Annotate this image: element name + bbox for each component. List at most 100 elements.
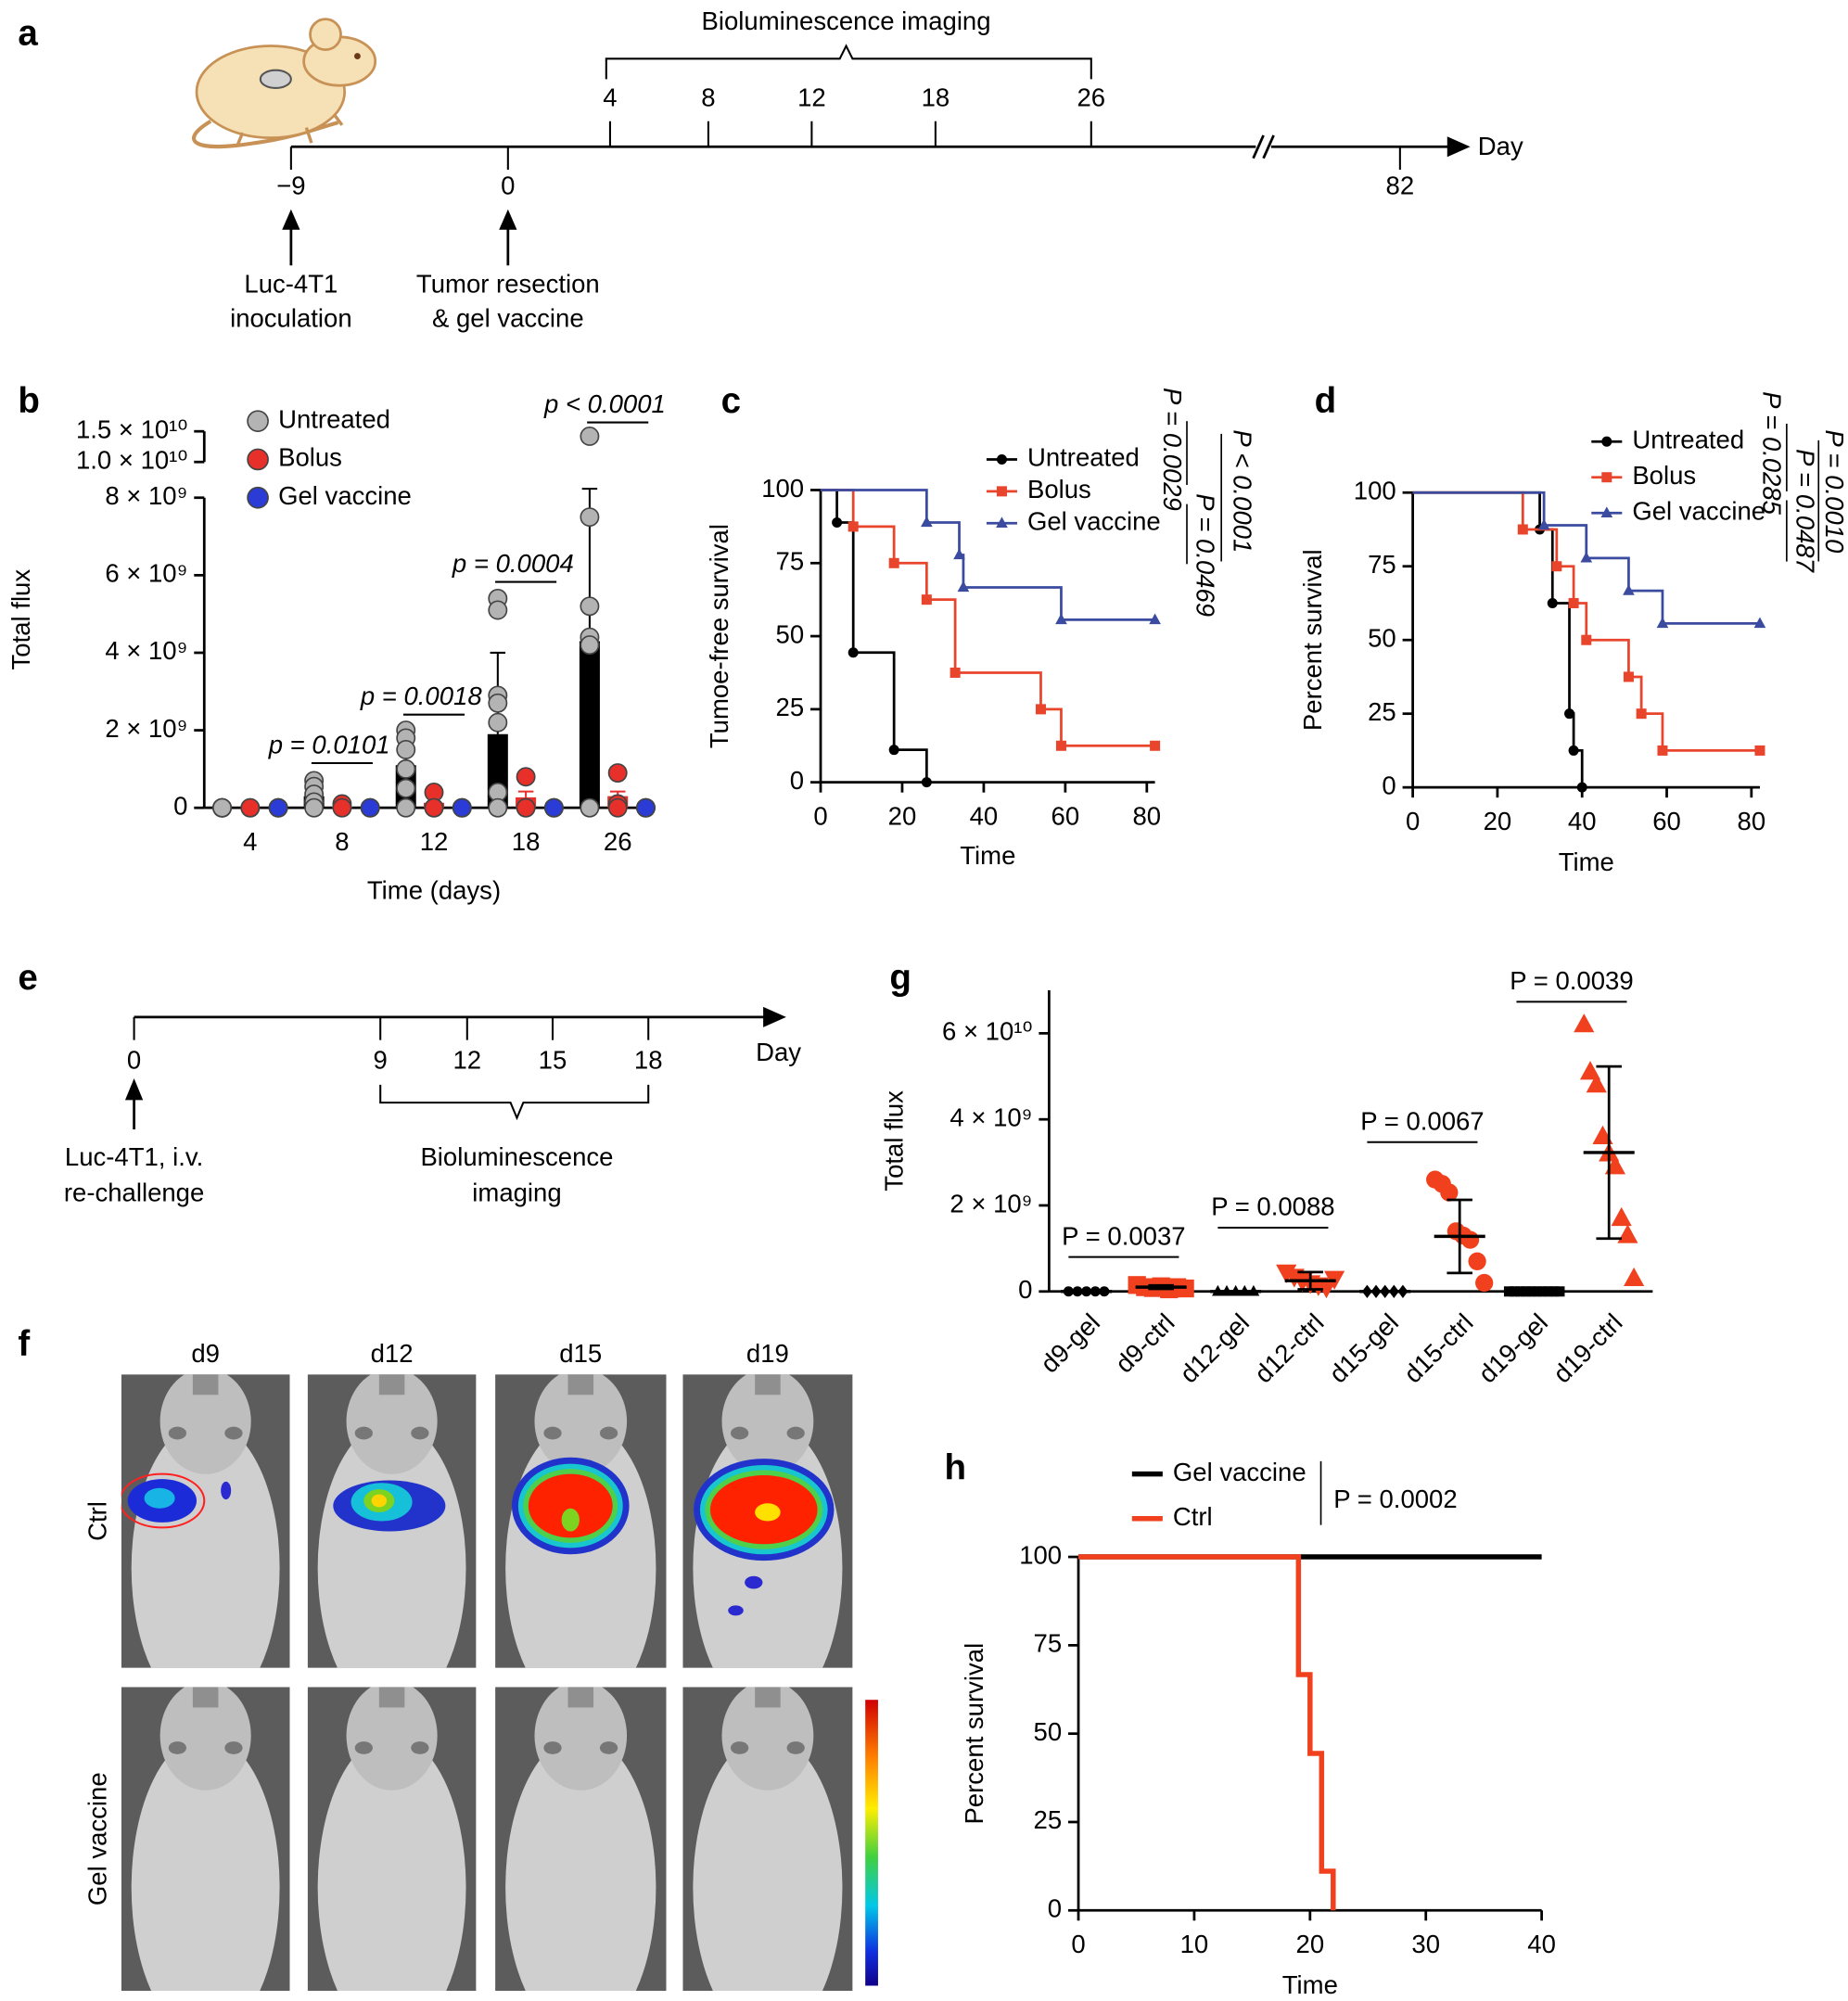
- mouse-eye: [168, 1426, 187, 1440]
- data-point: [1586, 1074, 1607, 1093]
- p-value: P = 0.0088: [1211, 1192, 1334, 1221]
- censor-marker: [832, 516, 843, 528]
- censor-marker: [921, 516, 933, 528]
- signal: [755, 1503, 781, 1522]
- legend-label: Untreated: [1632, 425, 1744, 453]
- censor-marker: [1055, 740, 1066, 751]
- y-tick-label: 8 × 10⁹: [105, 481, 187, 510]
- mouse-eye: [786, 1741, 805, 1754]
- mouse-eye: [786, 1426, 805, 1440]
- signal: [221, 1481, 232, 1500]
- censor-marker: [1576, 782, 1587, 793]
- data-point: [360, 797, 380, 818]
- p-value: P = 0.0037: [1062, 1221, 1185, 1250]
- nose-cone: [378, 1374, 405, 1396]
- legend-marker: [996, 453, 1007, 465]
- mouse-head: [721, 1374, 814, 1474]
- x-tick-label: 20: [1296, 1930, 1325, 1958]
- censor-marker: [1055, 613, 1067, 625]
- legend-label: Gel vaccine: [1027, 507, 1161, 536]
- bli-image: [682, 1374, 853, 1668]
- mouse-head: [159, 1374, 251, 1474]
- survival-curve: [821, 489, 1155, 747]
- y-tick-label: 50: [776, 619, 805, 648]
- censor-marker: [1568, 745, 1579, 756]
- x-tick-label: d19-ctrl: [1548, 1308, 1628, 1389]
- x-tick-label: 4: [243, 827, 257, 856]
- data-point: [1611, 1206, 1632, 1227]
- day-label: 4: [603, 83, 617, 112]
- data-point: [1624, 1267, 1645, 1287]
- y-tick-label: 75: [1368, 550, 1396, 579]
- data-point: [580, 797, 600, 818]
- bracket: [379, 1084, 650, 1121]
- error-bar: [1596, 1064, 1622, 1241]
- data-point: [212, 797, 233, 818]
- legend-label: Gel vaccine: [278, 481, 412, 510]
- mouse-head: [534, 1374, 628, 1474]
- y-tick-label: 4 × 10⁹: [949, 1102, 1032, 1131]
- y-axis-label: Total flux: [6, 569, 35, 670]
- p-value: P = 0.0029: [1158, 388, 1187, 511]
- y-tick-label: 4 × 10⁹: [105, 636, 187, 665]
- x-tick-label: d9-ctrl: [1110, 1308, 1180, 1379]
- day-label: 82: [1386, 172, 1415, 200]
- p-value: p = 0.0004: [452, 549, 574, 578]
- y-axis-label: Tumoe-free survival: [705, 524, 733, 748]
- censor-marker: [957, 580, 970, 593]
- bracket: [605, 44, 1092, 80]
- signal: [144, 1487, 175, 1509]
- censor-marker: [1517, 524, 1528, 535]
- column-label: d12: [371, 1339, 414, 1368]
- axis-unit: Day: [756, 1038, 801, 1066]
- data-point: [636, 797, 656, 818]
- x-tick-label: d12-ctrl: [1249, 1308, 1330, 1389]
- legend-label: Gel vaccine: [1173, 1458, 1306, 1486]
- data-point: [580, 596, 600, 617]
- nose-cone: [755, 1374, 781, 1396]
- y-tick-label: 25: [1368, 697, 1396, 726]
- nose-cone: [755, 1687, 781, 1708]
- data-point: [607, 797, 628, 818]
- censor-marker: [1753, 617, 1766, 629]
- day-label: 0: [501, 172, 515, 200]
- y-axis-label: Percent survival: [960, 1643, 988, 1825]
- x-tick-label: 0: [1071, 1930, 1085, 1958]
- panel-label: f: [18, 1324, 30, 1364]
- censor-marker: [921, 777, 932, 788]
- day-label: 12: [797, 83, 826, 112]
- event-label: inoculation: [230, 304, 352, 333]
- axis-unit: Day: [1478, 132, 1523, 160]
- censor-marker: [888, 745, 899, 756]
- data-point: [580, 427, 600, 446]
- colorbar: [865, 1700, 878, 1986]
- x-tick-label: 8: [335, 827, 349, 856]
- p-value: P = 0.0487: [1791, 449, 1819, 574]
- x-tick-label: 18: [512, 827, 541, 856]
- censor-marker: [1754, 745, 1765, 756]
- p-value: p = 0.0101: [268, 730, 390, 758]
- data-point: [580, 507, 600, 528]
- imaging-label: Bioluminescence: [420, 1142, 613, 1171]
- legend-label: Ctrl: [1173, 1502, 1213, 1531]
- mouse-head: [534, 1687, 628, 1791]
- signal: [371, 1494, 388, 1508]
- data-point: [516, 797, 536, 818]
- data-point: [1468, 1252, 1486, 1270]
- censor-marker: [1149, 613, 1161, 625]
- legend-label: Bolus: [1632, 461, 1696, 490]
- y-tick-label: 6 × 10⁹: [105, 559, 187, 588]
- arrow-head: [499, 209, 517, 230]
- data-point: [607, 763, 628, 784]
- y-tick-label: 0: [1018, 1275, 1032, 1304]
- p-value: P = 0.0067: [1360, 1106, 1484, 1135]
- panel-label: d: [1315, 381, 1337, 421]
- data-point: [543, 797, 564, 818]
- day-label: 15: [539, 1045, 567, 1074]
- p-value: P = 0.0469: [1192, 493, 1220, 617]
- data-point: [396, 758, 416, 779]
- y-axis-label: Percent survival: [1298, 549, 1327, 731]
- mouse-body: [505, 1735, 656, 1991]
- p-value: P = 0.0039: [1510, 966, 1633, 995]
- event-label: re-challenge: [64, 1178, 204, 1206]
